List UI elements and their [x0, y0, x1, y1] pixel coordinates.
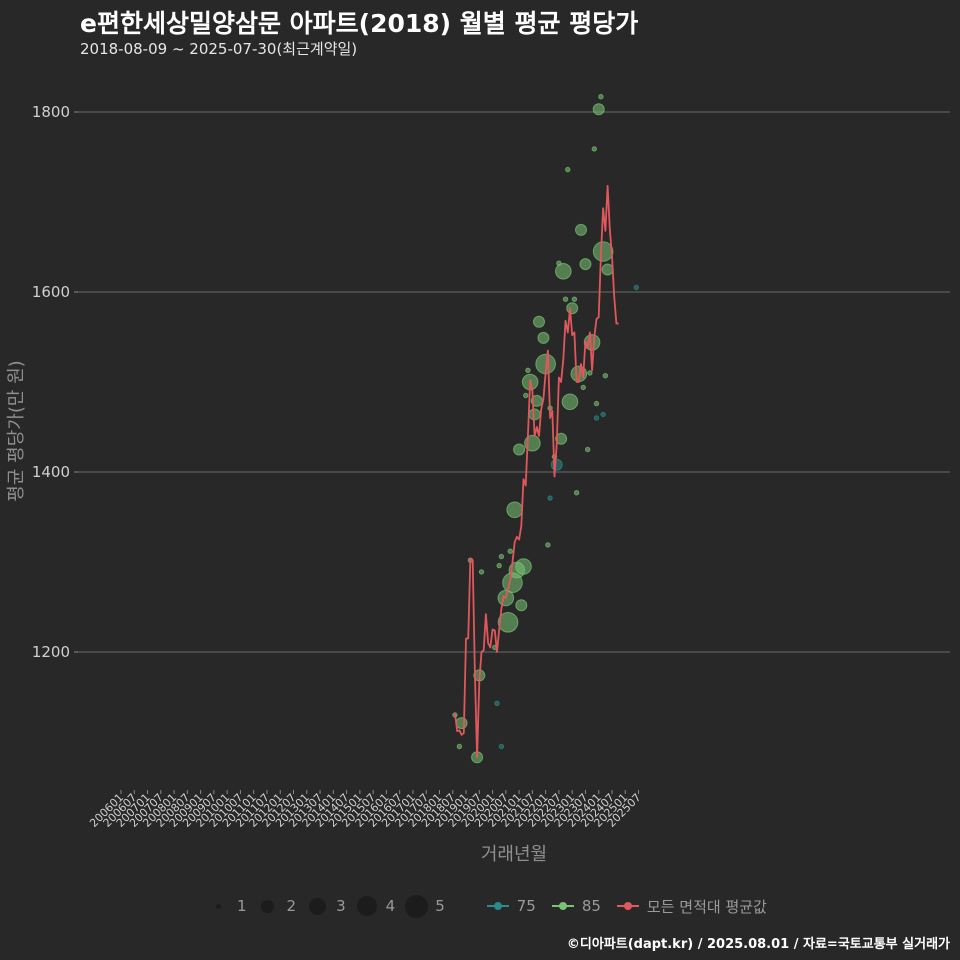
- point-75: [593, 415, 600, 421]
- point-85: [533, 315, 546, 328]
- point-85: [592, 241, 614, 262]
- point-85: [593, 400, 600, 407]
- legend-series-average: 모든 면적대 평균값: [615, 893, 767, 919]
- average-line: [454, 184, 619, 759]
- point-85: [579, 258, 592, 271]
- point-85: [565, 166, 571, 173]
- x-axis-title: 거래년월: [481, 844, 547, 865]
- point-75: [550, 458, 563, 471]
- point-85: [537, 331, 550, 344]
- size-dot-icon: [261, 899, 275, 913]
- footer-credit: ©디아파트(dapt.kr) / 2025.08.01 / 자료=국토교통부 실…: [566, 937, 950, 952]
- y-tick-label: 1800: [32, 103, 70, 121]
- point-85: [592, 103, 605, 116]
- point-85: [523, 392, 529, 399]
- point-85: [601, 263, 614, 276]
- point-85: [513, 443, 526, 456]
- y-tick-label: 1200: [32, 643, 70, 661]
- point-85: [598, 94, 604, 100]
- chart-title: e편한세상밀양삼문 아파트(2018) 월별 평균 평당가: [80, 9, 639, 38]
- point-85: [545, 542, 551, 548]
- legend-size-4: 4: [354, 893, 396, 919]
- size-dot-icon: [356, 896, 377, 916]
- point-75: [600, 411, 606, 418]
- point-85: [566, 302, 579, 315]
- point-85: [584, 446, 591, 453]
- y-tick-label: 1400: [32, 463, 70, 481]
- y-tick-label: 1600: [32, 283, 70, 301]
- legend-size-label: 2: [286, 897, 297, 915]
- legend-size-label: 5: [435, 897, 445, 915]
- legend-point-swatch: [558, 902, 567, 910]
- series-line-icon: [550, 893, 576, 919]
- point-85: [555, 432, 568, 445]
- legend-size-3: 3: [304, 893, 346, 919]
- point-85: [456, 743, 463, 750]
- point-85: [515, 599, 528, 612]
- point-85: [555, 263, 572, 280]
- series-line-icon: [615, 893, 641, 919]
- point-85: [587, 370, 593, 376]
- point-75: [547, 495, 553, 501]
- series-line-icon: [485, 893, 511, 919]
- point-85: [497, 612, 519, 633]
- point-85: [575, 223, 588, 236]
- point-75: [494, 700, 500, 706]
- point-85: [506, 501, 523, 519]
- point-85: [573, 490, 580, 496]
- point-85: [496, 562, 502, 569]
- legend: 1 2 3 4 5 75 85 모든 면적대 평균값: [205, 893, 775, 919]
- point-85: [571, 296, 578, 302]
- legend-series-75: 75: [485, 893, 536, 919]
- y-axis-title: 평균 평당가(만 원): [6, 360, 27, 501]
- point-85: [455, 717, 468, 730]
- legend-size-2: 2: [255, 893, 297, 919]
- point-85: [507, 548, 513, 554]
- chart-subtitle: 2018-08-09 ~ 2025-07-30(최근계약일): [80, 40, 358, 58]
- point-75: [633, 284, 640, 291]
- legend-size-5: 5: [403, 893, 445, 919]
- point-85: [602, 373, 609, 379]
- size-dot-icon: [404, 894, 428, 918]
- legend-series-85: 85: [550, 893, 601, 919]
- size-dot-icon: [308, 897, 326, 915]
- point-85: [562, 296, 569, 302]
- size-dot-icon: [215, 903, 221, 909]
- legend-series-label: 85: [581, 897, 601, 915]
- legend-series-label: 75: [516, 897, 536, 915]
- point-75: [498, 743, 505, 750]
- legend-size-label: 4: [385, 897, 396, 915]
- legend-point-swatch: [493, 902, 502, 910]
- point-85: [498, 553, 505, 560]
- point-85: [525, 367, 531, 373]
- point-85: [561, 393, 579, 411]
- point-85: [591, 146, 597, 152]
- point-85: [515, 558, 532, 575]
- legend-point-swatch: [623, 902, 632, 910]
- point-85: [580, 384, 586, 391]
- legend-series-label: 모든 면적대 평균값: [646, 897, 767, 916]
- legend-size-1: 1: [205, 893, 247, 919]
- legend-size-label: 3: [336, 897, 346, 915]
- point-85: [478, 569, 485, 575]
- legend-size-label: 1: [237, 897, 247, 915]
